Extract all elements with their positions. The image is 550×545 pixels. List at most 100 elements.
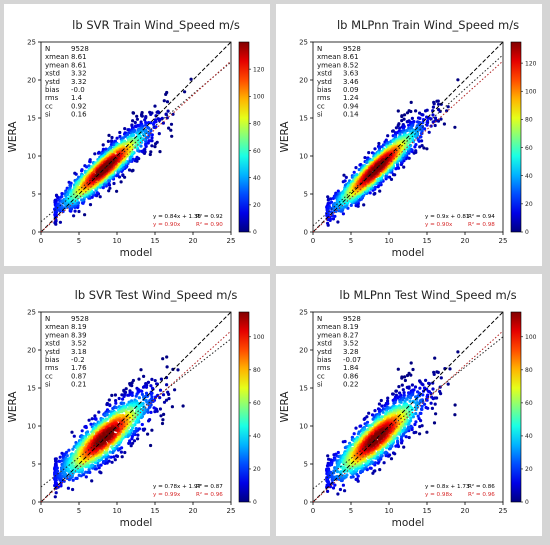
data-point [132, 133, 136, 137]
y-tick-label: 5 [304, 191, 308, 199]
data-point [71, 447, 75, 451]
data-point [84, 470, 88, 474]
data-point [391, 173, 396, 177]
chart-title: lb MLPnn Test Wind_Speed m/s [339, 288, 516, 302]
data-point [382, 461, 386, 465]
data-point [142, 412, 146, 416]
colorbar [510, 41, 522, 233]
data-point [107, 398, 111, 402]
stat-label: bias [317, 86, 332, 94]
data-point [118, 130, 122, 135]
data-point [102, 460, 106, 464]
data-point [433, 402, 437, 406]
colorbar-tick-label: 100 [525, 88, 537, 95]
data-point [432, 372, 436, 376]
data-point [409, 109, 413, 114]
data-point [129, 428, 133, 432]
data-point [123, 450, 127, 455]
data-point [102, 451, 106, 455]
stat-label: bias [45, 86, 60, 94]
x-tick-label: 15 [151, 507, 160, 515]
data-point [143, 147, 147, 151]
data-point [341, 212, 345, 216]
data-point [149, 410, 153, 414]
data-point [65, 450, 69, 454]
data-point [137, 377, 141, 381]
fit-line [40, 338, 232, 488]
data-point [153, 145, 157, 149]
data-point [132, 439, 137, 443]
data-point [143, 118, 147, 122]
stat-value: 0.87 [71, 372, 87, 380]
data-point [98, 470, 102, 474]
data-point [401, 126, 406, 130]
data-point [129, 444, 133, 448]
data-point [115, 189, 119, 193]
data-point [368, 466, 372, 470]
stat-value: 0.09 [343, 86, 359, 94]
data-point [105, 413, 109, 417]
data-point [420, 424, 424, 428]
data-point [120, 410, 124, 414]
data-point [341, 483, 345, 487]
data-point [336, 220, 340, 224]
data-point [101, 143, 105, 147]
data-point [84, 425, 88, 430]
data-point [121, 136, 125, 140]
data-point [102, 183, 106, 187]
data-point [418, 116, 422, 120]
fit-equation: y = 0.78x + 1.97 [153, 484, 201, 490]
data-point [425, 147, 429, 151]
data-point [98, 195, 102, 199]
data-point [71, 478, 75, 482]
data-point [140, 114, 144, 118]
data-point [60, 192, 64, 196]
data-point [95, 191, 99, 195]
data-point [445, 109, 449, 113]
data-point [56, 469, 60, 473]
stat-value: 8.61 [71, 53, 87, 61]
colorbar-tick-label: 120 [253, 66, 265, 73]
data-point [394, 167, 398, 171]
data-point [122, 401, 126, 405]
data-point [58, 472, 62, 476]
data-point [401, 388, 405, 392]
data-point [424, 378, 428, 382]
y-tick-label: 5 [32, 461, 36, 469]
data-point [398, 133, 402, 137]
data-point [93, 467, 97, 471]
data-point [400, 119, 404, 123]
data-point [439, 376, 443, 380]
x-tick-label: 25 [499, 237, 508, 245]
data-point [108, 403, 112, 408]
data-point [386, 134, 390, 138]
data-point [389, 457, 394, 461]
data-point [331, 486, 336, 490]
data-point [117, 410, 121, 414]
data-point [453, 125, 457, 129]
data-point [380, 404, 384, 408]
data-point [402, 445, 406, 449]
data-point [431, 113, 435, 117]
data-point [354, 166, 358, 170]
data-point [83, 213, 87, 217]
data-point [343, 489, 347, 493]
data-point [437, 108, 441, 112]
y-tick-label: 10 [27, 153, 36, 161]
data-point [149, 129, 153, 133]
data-point [130, 169, 134, 173]
data-point [171, 112, 175, 116]
data-point [67, 448, 71, 452]
data-point [134, 427, 138, 431]
data-point [408, 126, 412, 130]
data-point [377, 141, 381, 146]
data-point [399, 437, 403, 441]
data-point [446, 382, 450, 386]
y-tick-label: 15 [27, 115, 36, 123]
scatter-points [53, 355, 185, 499]
data-point [87, 418, 91, 422]
data-point [71, 487, 75, 492]
stat-value: 9528 [71, 315, 89, 323]
data-point [365, 468, 369, 472]
data-point [108, 186, 112, 190]
